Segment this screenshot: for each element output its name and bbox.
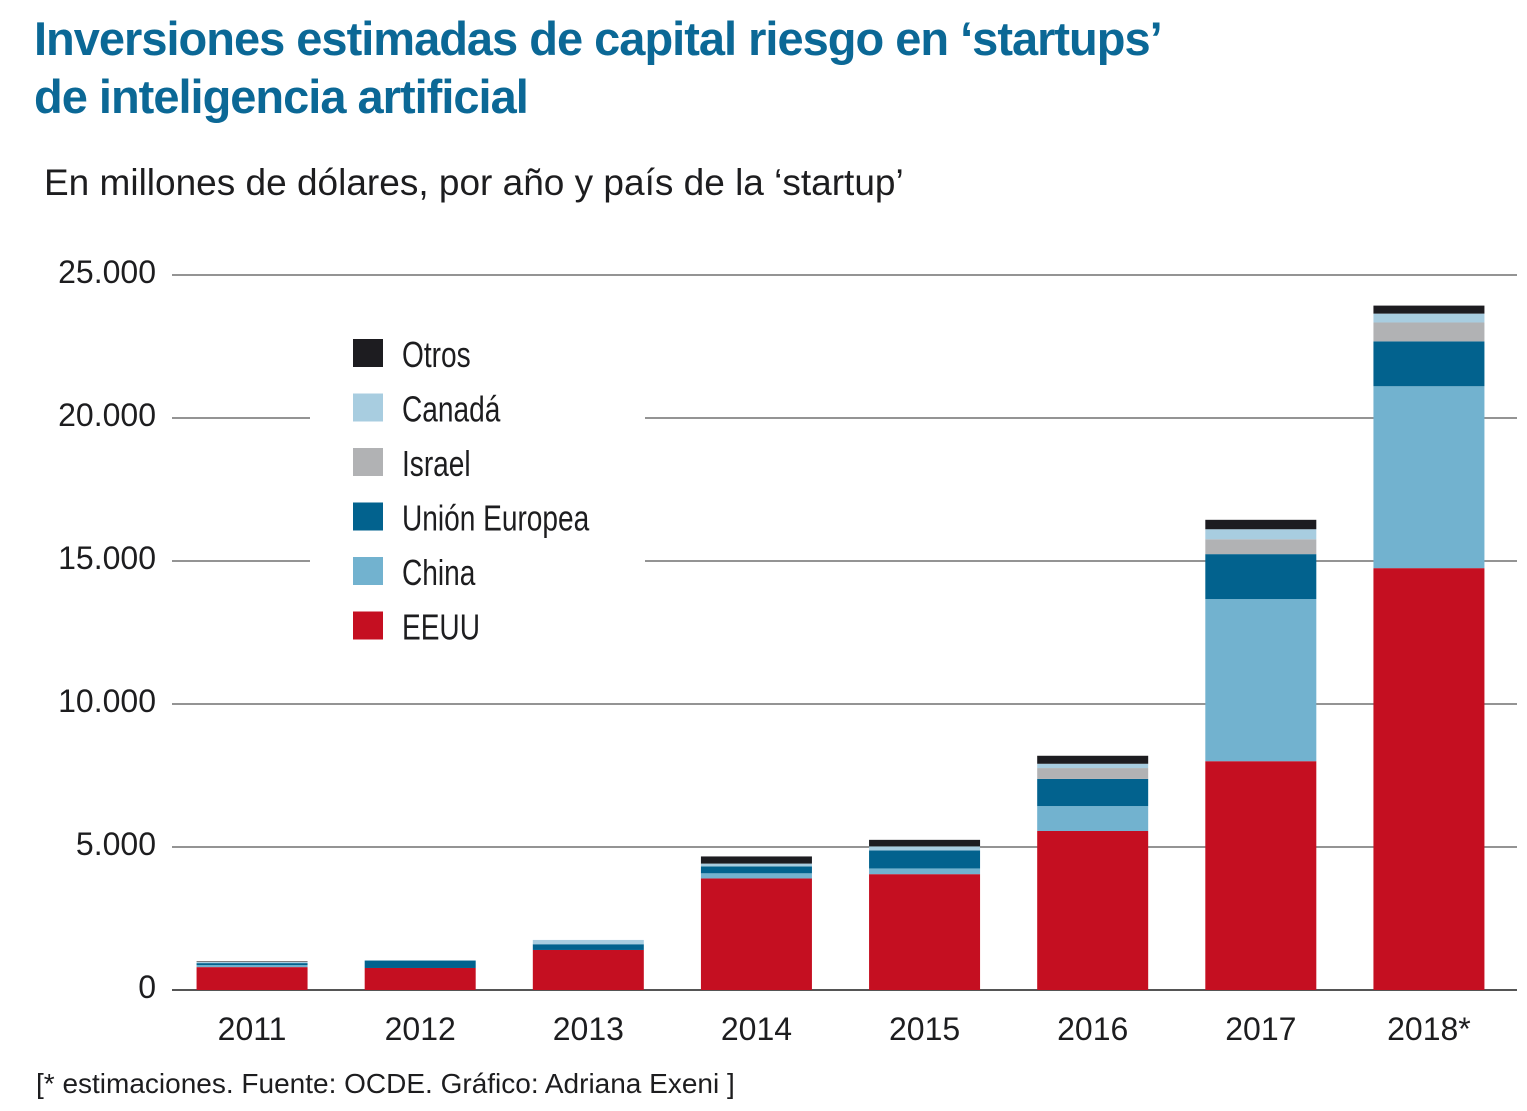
x-tick-label: 2012 [385,1011,456,1047]
bar-segment-otros [1373,305,1485,314]
bar-segment-uni-n-europea [700,866,812,874]
bar-segment-eeuu [1205,761,1317,990]
legend-swatch [353,557,383,585]
legend-label: Unión Europea [402,498,589,538]
chart-title-line-2: de inteligencia artificial [34,70,529,123]
bar-segment-canad- [1205,529,1317,540]
bar-segment-china [700,873,812,879]
y-tick-label: 15.000 [58,540,156,576]
legend-label: China [402,553,475,593]
bar-segment-israel [1037,768,1149,779]
bar-segment-otros [1205,519,1317,530]
legend-swatch [353,611,383,640]
y-tick-label: 5.000 [76,826,156,862]
bar-segment-eeuu [700,878,812,990]
bar-segment-eeuu [869,874,981,990]
bar-segment-china [869,868,981,875]
y-tick-label: 25.000 [58,254,156,290]
y-tick-label: 20.000 [58,397,156,433]
bar-segment-otros [196,961,308,962]
x-tick-label: 2015 [889,1011,960,1047]
bar-segment-canad- [1037,763,1149,769]
chart-subtitle: En millones de dólares, por año y país d… [44,162,904,203]
bar-segment-israel [1373,322,1485,342]
bar-segment-eeuu [364,967,476,990]
bar-segment-canad- [1373,313,1485,323]
bar-segment-eeuu [1037,830,1149,990]
bar-segment-otros [869,839,981,847]
bar-segment-china [196,965,308,968]
x-tick-label: 2011 [218,1011,287,1047]
bar-segment-uni-n-europea [196,963,308,966]
chart-footer: [* estimaciones. Fuente: OCDE. Gráfico: … [36,1068,735,1099]
chart-title: Inversiones estimadas de capital riesgo … [34,10,1163,126]
y-tick-label: 10.000 [58,683,156,719]
x-tick-label: 2017 [1225,1011,1296,1047]
chart-title-line-1: Inversiones estimadas de capital riesgo … [34,12,1163,65]
bar-segment-otros [1037,755,1149,764]
legend-label: Canadá [402,389,500,429]
x-tick-label: 2014 [721,1011,792,1047]
legend-swatch [353,393,383,422]
bar-segment-israel [1205,539,1317,555]
legend-label: Otros [402,335,471,375]
x-tick-label: 2018* [1387,1011,1471,1047]
bar-segment-china [1037,806,1149,831]
bar-segment-uni-n-europea [1205,554,1317,600]
x-tick-label: 2016 [1057,1011,1128,1047]
bar-segment-china [1205,599,1317,762]
legend-label: EEUU [402,607,480,647]
legend-swatch [353,502,383,531]
bar-segment-canad- [196,961,308,964]
bar-segment-canad- [869,846,981,851]
x-tick-label: 2013 [553,1011,624,1047]
legend-swatch [353,339,383,367]
bar-segment-china [1373,386,1485,569]
bar-segment-uni-n-europea [1373,341,1485,387]
bar-segment-uni-n-europea [1037,778,1149,807]
bar-segment-uni-n-europea [869,850,981,869]
legend-background [310,320,645,650]
bar-segment-eeuu [532,949,644,990]
bar-segment-eeuu [1373,568,1485,990]
legend-swatch [353,448,383,476]
bar-segment-otros [700,856,812,864]
bar-segment-canad- [700,863,812,867]
bar-segment-canad- [532,939,644,945]
legend-label: Israel [402,444,471,484]
bar-segment-eeuu [196,967,308,990]
bar-segment-uni-n-europea [532,944,644,950]
bar-segment-uni-n-europea [364,960,476,968]
y-tick-label: 0 [138,969,156,1005]
